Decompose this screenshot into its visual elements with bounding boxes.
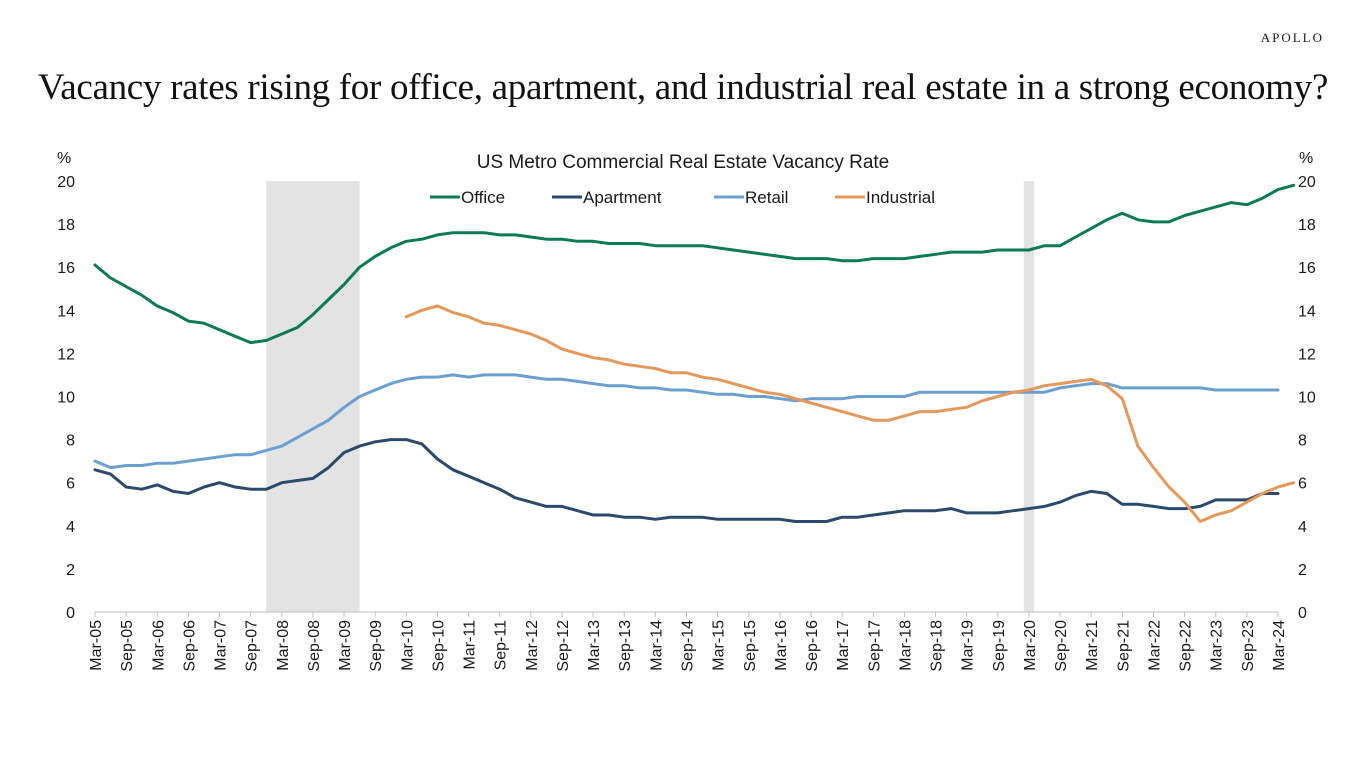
y-tick-left-6: 6 bbox=[66, 476, 75, 493]
y-tick-right-2: 2 bbox=[1298, 562, 1307, 579]
x-tick-Mar-06: Mar-06 bbox=[150, 620, 167, 671]
y-tick-right-6: 6 bbox=[1298, 476, 1307, 493]
y-tick-right-10: 10 bbox=[1298, 390, 1316, 407]
x-tick-Mar-18: Mar-18 bbox=[897, 620, 914, 671]
x-tick-Mar-22: Mar-22 bbox=[1146, 620, 1163, 671]
chart-legend: Office Apartment Retail Industrial bbox=[430, 188, 935, 207]
x-tick-Mar-07: Mar-07 bbox=[213, 620, 230, 671]
x-tick-Mar-23: Mar-23 bbox=[1209, 620, 1226, 671]
x-tick-Sep-06: Sep-06 bbox=[181, 620, 198, 672]
x-tick-Sep-20: Sep-20 bbox=[1053, 620, 1070, 672]
y-tick-left-0: 0 bbox=[66, 605, 75, 622]
x-tick-Sep-09: Sep-09 bbox=[368, 620, 385, 672]
series-line-retail bbox=[93, 373, 1280, 470]
recession-band-1 bbox=[266, 181, 360, 612]
x-tick-Mar-08: Mar-08 bbox=[275, 620, 292, 671]
y-tick-right-0: 0 bbox=[1298, 605, 1307, 622]
x-tick-Sep-23: Sep-23 bbox=[1240, 620, 1257, 672]
brand-logo: APOLLO bbox=[1260, 30, 1324, 45]
x-tick-Sep-11: Sep-11 bbox=[493, 620, 510, 671]
x-tick-Mar-16: Mar-16 bbox=[773, 620, 790, 671]
series-lines bbox=[93, 183, 1296, 523]
x-tick-Sep-21: Sep-21 bbox=[1115, 620, 1132, 672]
y-tick-right-16: 16 bbox=[1298, 260, 1316, 277]
y-tick-left-16: 16 bbox=[57, 260, 75, 277]
y-tick-left-4: 4 bbox=[66, 519, 75, 536]
x-tick-Sep-15: Sep-15 bbox=[742, 620, 759, 672]
y-tick-left-20: 20 bbox=[57, 174, 75, 191]
x-tick-Sep-16: Sep-16 bbox=[804, 620, 821, 672]
y-tick-right-4: 4 bbox=[1298, 519, 1307, 536]
x-tick-Sep-19: Sep-19 bbox=[991, 620, 1008, 672]
series-line-office bbox=[93, 183, 1296, 345]
x-tick-Sep-14: Sep-14 bbox=[680, 620, 697, 672]
x-tick-Sep-07: Sep-07 bbox=[244, 620, 261, 672]
x-tick-labels: Mar-05 Sep-05 Mar-06 Sep-06 Mar-07 Sep-07 Mar-… bbox=[88, 612, 1288, 672]
x-tick-Mar-14: Mar-14 bbox=[648, 620, 665, 671]
x-tick-Mar-05: Mar-05 bbox=[88, 620, 105, 671]
x-tick-Mar-10: Mar-10 bbox=[399, 620, 416, 671]
x-tick-Sep-13: Sep-13 bbox=[617, 620, 634, 672]
legend-label-industrial: Industrial bbox=[866, 188, 935, 207]
y-tick-left-14: 14 bbox=[57, 303, 75, 320]
x-tick-Sep-17: Sep-17 bbox=[866, 620, 883, 672]
y-axis-label-left: % bbox=[57, 150, 71, 167]
x-tick-Mar-12: Mar-12 bbox=[524, 620, 541, 671]
y-tick-left-12: 12 bbox=[57, 346, 75, 363]
x-tick-Sep-22: Sep-22 bbox=[1178, 620, 1195, 672]
x-tick-Mar-17: Mar-17 bbox=[835, 620, 852, 671]
y-tick-right-12: 12 bbox=[1298, 346, 1316, 363]
chart-title: US Metro Commercial Real Estate Vacancy … bbox=[477, 152, 890, 173]
recession-band-2 bbox=[1023, 181, 1035, 612]
y-axis-label-right: % bbox=[1299, 150, 1313, 167]
x-tick-Mar-19: Mar-19 bbox=[960, 620, 977, 671]
y-tick-left-10: 10 bbox=[57, 390, 75, 407]
x-tick-Mar-21: Mar-21 bbox=[1084, 620, 1101, 671]
y-tick-right-18: 18 bbox=[1298, 217, 1316, 234]
x-tick-Sep-08: Sep-08 bbox=[306, 620, 323, 672]
y-tick-left-18: 18 bbox=[57, 217, 75, 234]
y-tick-right-14: 14 bbox=[1298, 303, 1316, 320]
x-tick-Mar-24: Mar-24 bbox=[1271, 620, 1288, 671]
series-line-apartment bbox=[93, 438, 1280, 523]
series-line-industrial bbox=[404, 304, 1296, 523]
legend-label-retail: Retail bbox=[745, 188, 788, 207]
x-tick-Mar-15: Mar-15 bbox=[711, 620, 728, 671]
recession-shading-layer bbox=[266, 181, 1035, 612]
y-tick-right-20: 20 bbox=[1298, 174, 1316, 191]
y-tick-left-2: 2 bbox=[66, 562, 75, 579]
x-tick-Sep-18: Sep-18 bbox=[929, 620, 946, 672]
x-tick-Mar-13: Mar-13 bbox=[586, 620, 603, 671]
x-tick-Sep-12: Sep-12 bbox=[555, 620, 572, 672]
x-tick-Mar-11: Mar-11 bbox=[462, 620, 479, 670]
y-tick-left-8: 8 bbox=[66, 433, 75, 450]
y-tick-right-8: 8 bbox=[1298, 433, 1307, 450]
legend-label-office: Office bbox=[461, 188, 505, 207]
x-tick-Mar-20: Mar-20 bbox=[1022, 620, 1039, 671]
y-tick-labels: 0 0 2 2 4 4 6 6 8 8 10 10 12 12 14 14 16 16 18 18 20 20 bbox=[57, 174, 1316, 622]
x-tick-Mar-09: Mar-09 bbox=[337, 620, 354, 671]
x-tick-Sep-10: Sep-10 bbox=[430, 620, 447, 672]
x-tick-Sep-05: Sep-05 bbox=[119, 620, 136, 672]
page-headline: Vacancy rates rising for office, apartme… bbox=[37, 67, 1329, 108]
legend-label-apartment: Apartment bbox=[583, 188, 662, 207]
